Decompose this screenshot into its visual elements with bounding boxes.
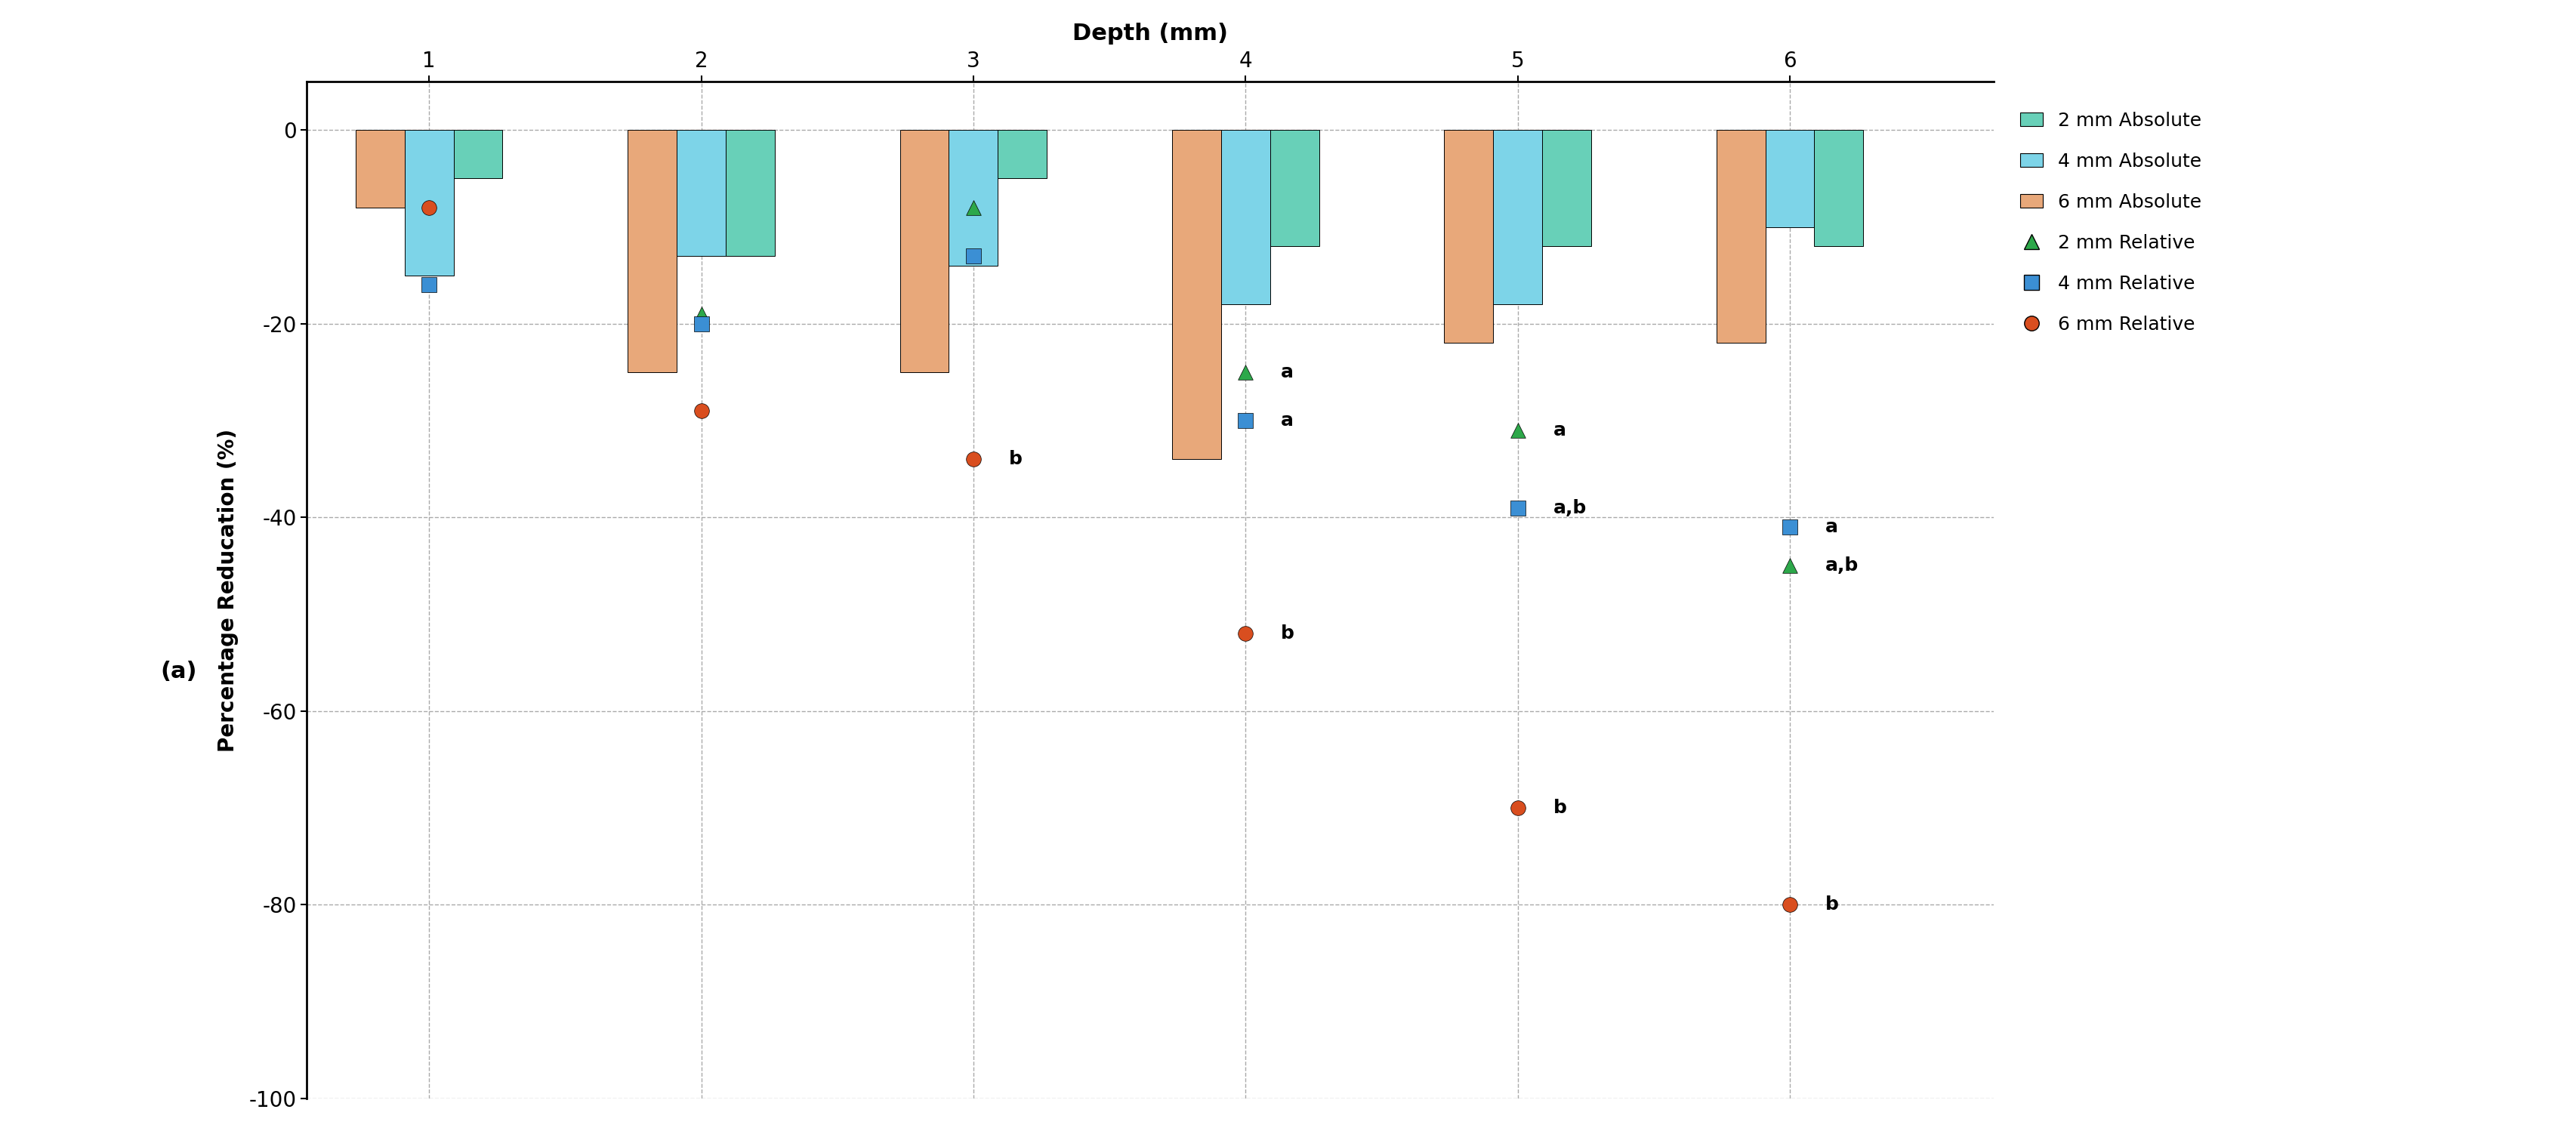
Bar xyxy=(629,130,677,372)
Point xyxy=(1770,518,1811,536)
Bar xyxy=(1443,130,1492,344)
Point xyxy=(410,276,451,294)
Bar xyxy=(677,130,726,256)
Bar xyxy=(948,130,997,265)
Text: b: b xyxy=(1007,450,1023,468)
Bar xyxy=(1765,130,1814,227)
Point xyxy=(680,314,721,332)
Point xyxy=(953,198,994,217)
Y-axis label: Percentage Reducation (%): Percentage Reducation (%) xyxy=(216,429,240,752)
Point xyxy=(1770,557,1811,575)
Bar xyxy=(1814,130,1862,246)
Point xyxy=(680,305,721,323)
Text: a: a xyxy=(1280,363,1293,381)
Bar xyxy=(1270,130,1319,246)
Point xyxy=(680,401,721,420)
Point xyxy=(953,450,994,468)
Point xyxy=(1497,499,1538,517)
Point xyxy=(1770,896,1811,914)
Bar xyxy=(1172,130,1221,459)
Text: a: a xyxy=(1280,412,1293,430)
Point xyxy=(1497,421,1538,439)
Text: a,b: a,b xyxy=(1824,557,1857,575)
X-axis label: Depth (mm): Depth (mm) xyxy=(1072,23,1229,44)
Text: b: b xyxy=(1824,896,1839,914)
Bar xyxy=(899,130,948,372)
Legend: 2 mm Absolute, 4 mm Absolute, 6 mm Absolute, 2 mm Relative, 4 mm Relative, 6 mm : 2 mm Absolute, 4 mm Absolute, 6 mm Absol… xyxy=(2020,111,2200,333)
Text: b: b xyxy=(1553,798,1566,816)
Bar xyxy=(1492,130,1540,304)
Point xyxy=(953,247,994,265)
Point xyxy=(410,198,451,217)
Bar xyxy=(355,130,404,208)
Text: b: b xyxy=(1280,625,1293,643)
Point xyxy=(1224,363,1265,381)
Bar xyxy=(404,130,453,276)
Point xyxy=(1224,625,1265,643)
Bar xyxy=(1540,130,1589,246)
Text: a: a xyxy=(1553,421,1566,439)
Bar xyxy=(1221,130,1270,304)
Text: a,b: a,b xyxy=(1553,499,1587,517)
Point xyxy=(1497,798,1538,816)
Text: (a): (a) xyxy=(160,660,196,683)
Bar xyxy=(726,130,775,256)
Bar xyxy=(997,130,1046,178)
Text: a: a xyxy=(1824,518,1837,536)
Point xyxy=(1224,412,1265,430)
Bar xyxy=(453,130,502,178)
Bar xyxy=(1716,130,1765,344)
